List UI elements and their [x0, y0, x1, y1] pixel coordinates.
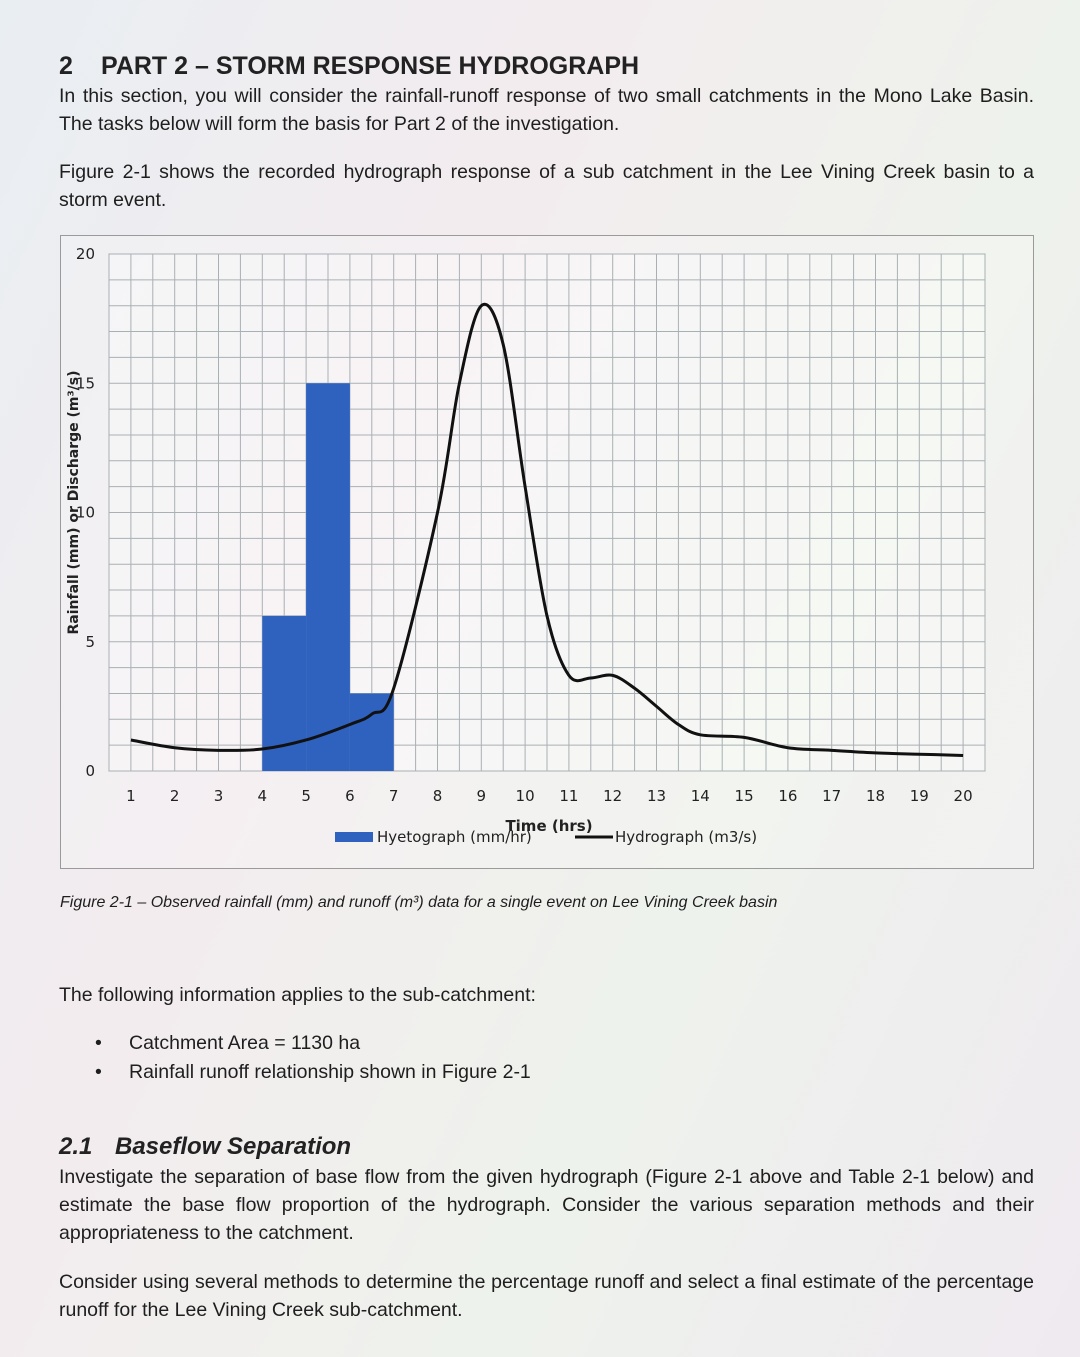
x-tick-label: 17	[822, 787, 841, 805]
legend-label-hyetograph: Hyetograph (mm/hr)	[377, 828, 532, 846]
legend-label-hydrograph: Hydrograph (m3/s)	[615, 828, 757, 846]
catchment-area-text: Catchment Area = 1130 ha	[129, 1032, 361, 1054]
x-tick-label: 13	[647, 787, 666, 805]
section-title: PART 2 – STORM RESPONSE HYDROGRAPH	[101, 52, 640, 80]
x-tick-label: 1	[126, 787, 136, 805]
x-tick-label: 14	[691, 787, 710, 805]
x-tick-label: 11	[559, 787, 578, 805]
y-tick-label: 15	[76, 374, 95, 392]
figure-2-1-chart: 1 2 3 4 5 6 7 8 9 10 11 12 13 14 15 16 17 18 19 20 0 5 10 15 20 T…	[60, 235, 1034, 869]
hydrograph-path	[130, 302, 964, 757]
x-tick-label: 6	[345, 787, 355, 805]
baseflow-paragraph-2: Consider using several methods to determ…	[59, 1271, 1034, 1321]
x-tick-label: 4	[258, 787, 268, 805]
x-tick-label: 8	[433, 787, 443, 805]
chart-svg: 1 2 3 4 5 6 7 8 9 10 11 12 13 14 15 16 17 18 19 2005101520T…	[66, 245, 986, 846]
section-heading: 2 PART 2 – STORM RESPONSE HYDROGRAPH	[59, 52, 639, 81]
rainfall-runoff-text: Rainfall runoff relationship shown in Fi…	[129, 1061, 531, 1083]
x-tick-label: 10	[516, 787, 535, 805]
chart-axes: 1 2 3 4 5 6 7 8 9 10 11 12 13 14 15 16 17 18 19 2005101520T…	[66, 245, 973, 835]
subsection-number: 2.1	[59, 1133, 93, 1160]
section-intro: In this section, you will consider the r…	[59, 85, 1034, 135]
legend-swatch-hyetograph	[335, 832, 373, 842]
x-tick-label: 5	[301, 787, 311, 805]
y-tick-label: 10	[76, 504, 95, 522]
bullet-dot: •	[95, 1061, 102, 1083]
chart-grid	[108, 253, 986, 772]
x-tick-label: 15	[735, 787, 754, 805]
x-tick-label: 7	[389, 787, 399, 805]
subsection-heading: 2.1 Baseflow Separation	[59, 1133, 351, 1161]
y-tick-label: 20	[76, 245, 95, 263]
y-tick-label: 0	[85, 762, 95, 780]
hydrograph-line	[130, 302, 964, 757]
x-axis-label: Time (hrs)	[505, 817, 592, 835]
x-tick-label: 18	[866, 787, 885, 805]
x-tick-label: 9	[477, 787, 487, 805]
section-number: 2	[59, 52, 73, 80]
baseflow-paragraph-1: Investigate the separation of base flow …	[59, 1166, 1034, 1244]
x-tick-label: 19	[910, 787, 929, 805]
figure-intro: Figure 2-1 shows the recorded hydrograph…	[59, 161, 1034, 211]
catchment-intro: The following information applies to the…	[59, 984, 536, 1006]
x-tick-label: 2	[170, 787, 180, 805]
x-tick-label: 3	[214, 787, 224, 805]
chart-legend: Hyetograph (mm/hr) Hydrograph (m3/s)	[335, 828, 757, 846]
y-tick-label: 5	[85, 633, 95, 651]
subsection-title: Baseflow Separation	[115, 1133, 352, 1160]
x-tick-label: 20	[954, 787, 973, 805]
x-tick-label: 16	[778, 787, 797, 805]
figure-caption: Figure 2-1 – Observed rainfall (mm) and …	[60, 894, 778, 911]
hyetograph-bar	[306, 383, 350, 771]
bullet-dot: •	[95, 1032, 102, 1054]
y-axis-label: Rainfall (mm) or Discharge (m³/s)	[66, 371, 82, 635]
x-tick-label: 12	[603, 787, 622, 805]
